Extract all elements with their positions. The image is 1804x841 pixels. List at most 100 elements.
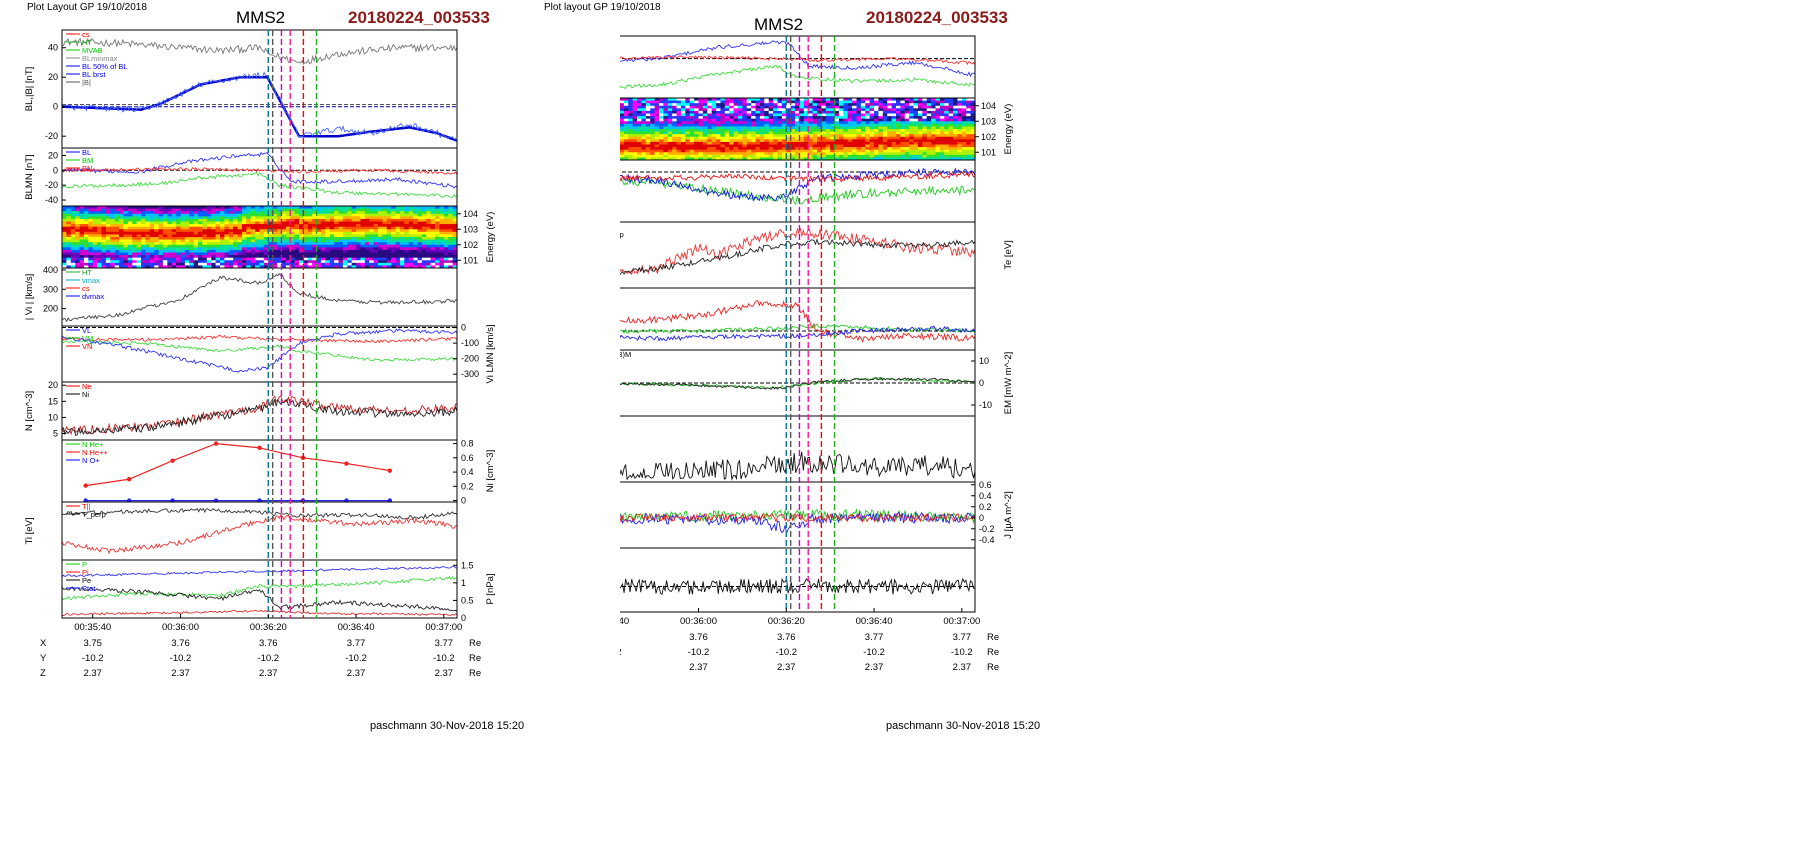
spectrogram-cell <box>329 213 335 217</box>
spectrogram-cell <box>268 244 274 248</box>
spectrogram-cell <box>325 237 331 241</box>
spectrogram-cell <box>764 100 770 104</box>
spectrogram-cell <box>294 216 300 220</box>
spectrogram-cell <box>720 154 726 159</box>
spectrogram-cell <box>272 252 278 256</box>
spectrogram-cell <box>935 136 941 140</box>
spectrogram-cell <box>672 129 678 133</box>
spectrogram-cell <box>650 118 656 122</box>
spectrogram-cell <box>913 126 919 130</box>
spectrogram-cell <box>650 123 656 128</box>
spectrogram-cell <box>759 152 765 156</box>
spectrogram-cell <box>874 118 880 122</box>
spectrogram-cell <box>399 208 405 212</box>
spectrogram-cell <box>421 242 427 246</box>
spectrogram-cell <box>645 118 651 122</box>
spectrogram-cell <box>746 100 752 104</box>
spectrogram-cell <box>443 229 449 233</box>
spectrogram-cell <box>913 147 919 151</box>
spectrogram-cell <box>909 136 915 140</box>
spectrogram-cell <box>241 242 247 246</box>
spectrogram-cell <box>312 211 318 215</box>
spectrogram-cell <box>729 113 735 117</box>
spectrogram-cell <box>395 244 401 248</box>
spectrogram-cell <box>738 141 743 146</box>
spectrogram-cell <box>255 252 261 256</box>
spectrogram-cell <box>909 110 915 115</box>
spectrogram-cell <box>711 98 717 102</box>
spectrogram-cell <box>281 257 287 261</box>
spectrogram-cell <box>935 105 941 109</box>
spectrogram-cell <box>641 154 647 159</box>
spectrogram-cell <box>672 134 678 138</box>
spectrogram-cell <box>917 147 923 151</box>
spectrogram-cell <box>382 252 388 256</box>
spectrogram-cell <box>759 139 765 143</box>
spectrogram-cell <box>874 100 880 104</box>
spectrogram-cell <box>237 265 243 269</box>
spectrogram-cell <box>948 110 954 115</box>
spectrogram-cell <box>641 144 647 148</box>
spectrogram-cell <box>707 152 713 156</box>
spectrogram-cell <box>711 110 717 115</box>
spectrogram-cell <box>680 121 686 125</box>
spectrogram-cell <box>325 247 331 251</box>
spectrogram-cell <box>904 123 910 128</box>
spectrogram-cell <box>215 226 221 230</box>
spectrogram-cell <box>176 244 182 248</box>
spectrogram-cell <box>430 229 436 233</box>
spectrogram-cell <box>922 118 928 122</box>
spectrogram-cell <box>382 221 388 225</box>
spectrogram-cell <box>417 265 423 269</box>
spectrogram-cell <box>448 213 454 217</box>
spectrogram-cell <box>70 237 76 241</box>
spectrogram-cell <box>759 136 765 140</box>
spectrogram-cell <box>184 231 190 236</box>
spectrogram-cell <box>891 131 897 135</box>
spectrogram-cell <box>246 221 252 225</box>
series-line-2 <box>620 171 976 183</box>
spectrogram-cell <box>702 139 708 143</box>
spectrogram-cell <box>830 139 836 143</box>
spectrogram-cell <box>847 108 853 112</box>
spectrogram-cell <box>206 255 212 259</box>
spectrogram-cell <box>408 255 414 259</box>
spectrogram-cell <box>211 218 217 223</box>
spectrogram-cell <box>926 144 932 148</box>
panel-6: 00.20.40.60.8N He+N He++N O+ Ni [cm^-3] <box>61 439 496 506</box>
spectrogram-cell <box>838 123 844 128</box>
spectrogram-cell <box>777 154 783 159</box>
spectrogram-cell <box>878 129 884 133</box>
spectrogram-cell <box>281 247 287 251</box>
spectrogram-cell <box>878 98 884 102</box>
spectrogram-cell <box>716 116 722 120</box>
spectrogram-cell <box>724 154 730 159</box>
spectrogram-cell <box>623 121 629 125</box>
spectrogram-cell <box>176 239 182 243</box>
spectrogram-cell <box>342 244 348 248</box>
spectrogram-cell <box>66 208 72 212</box>
spectrogram-cell <box>404 211 410 215</box>
spectrogram-cell <box>189 255 195 259</box>
spectrogram-cell <box>685 108 691 112</box>
spectrogram-cell <box>386 226 392 230</box>
spectrogram-cell <box>803 126 809 130</box>
spectrogram-cell <box>62 218 67 223</box>
spectrogram-cell <box>211 252 217 256</box>
spectrogram-cell <box>285 213 291 217</box>
spectrogram-cell <box>149 231 155 236</box>
spectrogram-cell <box>641 149 647 153</box>
spectrogram-cell <box>211 224 217 228</box>
spectrogram-cell <box>939 157 945 161</box>
spectrogram-cell <box>790 110 796 115</box>
spectrogram-cell <box>795 110 801 115</box>
spectrogram-cell <box>167 242 173 246</box>
spectrogram-cell <box>808 152 814 156</box>
y-axis-label: Energy (eV) <box>1003 104 1014 155</box>
spectrogram-cell <box>338 255 344 259</box>
spectrogram-cell <box>650 131 656 135</box>
panel-bg <box>620 416 975 482</box>
spectrogram-cell <box>114 249 120 254</box>
spectrogram-cell <box>281 249 287 254</box>
spectrogram-cell <box>680 134 686 138</box>
